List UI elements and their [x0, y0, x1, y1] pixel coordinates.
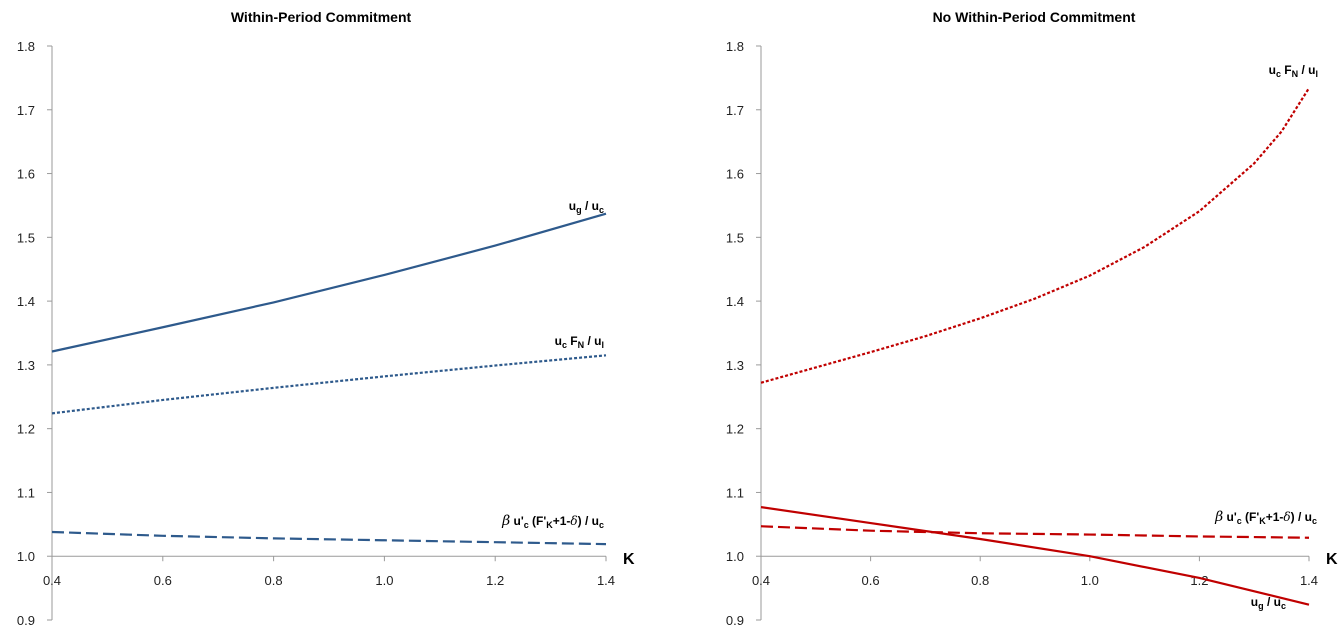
series-line-euler — [760, 525, 1310, 539]
y-tick-label: 1.0 — [726, 549, 744, 564]
x-tick-label: 1.0 — [375, 573, 393, 588]
x-tick-label: 1.4 — [597, 573, 615, 588]
y-tick-label: 1.5 — [726, 230, 744, 245]
series-label-part: ) / u — [1291, 510, 1312, 524]
x-tick-label: 0.4 — [752, 573, 770, 588]
series-label-part: u' — [1223, 510, 1237, 524]
series-label-part: K — [546, 520, 553, 530]
series-label-part: β — [1214, 509, 1223, 525]
series-line-euler — [51, 530, 607, 546]
chart-title: No Within-Period Commitment — [933, 9, 1136, 25]
series-label-part: F — [567, 334, 578, 348]
series-label-euler: β u'c (F'K+1-δ) / uc — [501, 513, 604, 530]
series-line-ucFN_ul — [760, 87, 1310, 384]
series-label-part: u' — [510, 514, 524, 528]
series-label-part: / u — [1298, 63, 1315, 77]
y-tick-label: 1.2 — [17, 422, 35, 437]
series-label-part: l — [1315, 69, 1318, 79]
series-label-part: N — [1292, 69, 1299, 79]
series-label-part: u — [555, 334, 562, 348]
y-tick-label: 1.4 — [726, 294, 744, 309]
series-label-part: g — [1258, 601, 1264, 611]
series-label-part: u — [1251, 595, 1258, 609]
x-tick-label: 0.6 — [154, 573, 172, 588]
series-label-part: g — [576, 205, 582, 215]
y-tick-label: 1.3 — [726, 358, 744, 373]
series-label-part: u — [1269, 63, 1276, 77]
x-axis-label: K — [1326, 551, 1338, 568]
series-line-ug_uc — [51, 212, 607, 353]
series-line-ucFN_ul — [51, 354, 607, 415]
series-label-part: F — [1281, 63, 1292, 77]
series-label-part: (F' — [529, 514, 547, 528]
series-label-part: (F' — [1242, 510, 1260, 524]
y-tick-label: 1.6 — [17, 167, 35, 182]
series-label-ucFN_ul: uc FN / ul — [555, 334, 604, 350]
x-tick-label: 0.8 — [971, 573, 989, 588]
series-label-part: c — [1312, 516, 1317, 526]
series-label-euler: β u'c (F'K+1-δ) / uc — [1214, 509, 1317, 526]
chart-panel-within-period: Within-Period Commitment 0.9 1.0 1.1 1.2 1.3 1… — [17, 9, 635, 626]
series-label-part: / u — [582, 199, 599, 213]
series-label-part: +1- — [553, 514, 571, 528]
series-label-part: c — [1276, 69, 1281, 79]
y-tick-label: 1.6 — [726, 167, 744, 182]
x-tick-label: 1.0 — [1081, 573, 1099, 588]
series-label-part: u — [569, 199, 576, 213]
y-tick-label: 1.1 — [17, 485, 35, 500]
x-tick-label: 0.8 — [265, 573, 283, 588]
series-label-part: l — [601, 340, 604, 350]
series-label-part: N — [578, 340, 585, 350]
series-label-part: δ — [570, 514, 577, 528]
series-label-part: c — [524, 520, 529, 530]
y-tick-label: 1.7 — [17, 103, 35, 118]
y-tick-label: 1.2 — [726, 422, 744, 437]
y-tick-label: 1.0 — [17, 549, 35, 564]
x-tick-label: 0.4 — [43, 573, 61, 588]
series-label-part: c — [562, 340, 567, 350]
series-label-part: / u — [1264, 595, 1281, 609]
y-tick-label: 0.9 — [726, 613, 744, 626]
series-label-part: β — [501, 513, 510, 529]
x-tick-label: 1.4 — [1300, 573, 1318, 588]
x-tick-label: 0.6 — [862, 573, 880, 588]
series-label-part: ) / u — [578, 514, 599, 528]
series-label-part: c — [599, 205, 604, 215]
series-label-part: K — [1259, 516, 1266, 526]
series-label-part: +1- — [1266, 510, 1284, 524]
y-tick-label: 1.1 — [726, 485, 744, 500]
y-tick-label: 1.7 — [726, 103, 744, 118]
series-label-part: / u — [584, 334, 601, 348]
y-tick-label: 1.5 — [17, 230, 35, 245]
chart-panel-no-within-period: No Within-Period Commitment 0.9 1.0 1.1 1.2 1… — [726, 9, 1338, 626]
chart-title: Within-Period Commitment — [231, 9, 412, 25]
series-label-part: c — [1281, 601, 1286, 611]
y-tick-label: 0.9 — [17, 613, 35, 626]
series-line-ug_uc — [760, 506, 1310, 606]
series-label-part: c — [599, 520, 604, 530]
y-tick-label: 1.8 — [726, 39, 744, 54]
series-label-part: δ — [1283, 510, 1290, 524]
x-axis-label: K — [623, 551, 635, 568]
series-label-ug_uc: ug / uc — [1251, 595, 1286, 611]
y-tick-label: 1.8 — [17, 39, 35, 54]
y-tick-label: 1.4 — [17, 294, 35, 309]
y-tick-label: 1.3 — [17, 358, 35, 373]
series-label-part: c — [1237, 516, 1242, 526]
x-tick-label: 1.2 — [486, 573, 504, 588]
series-label-ug_uc: ug / uc — [569, 199, 604, 215]
series-label-ucFN_ul: uc FN / ul — [1269, 63, 1318, 79]
x-tick-label: 1.2 — [1190, 573, 1208, 588]
